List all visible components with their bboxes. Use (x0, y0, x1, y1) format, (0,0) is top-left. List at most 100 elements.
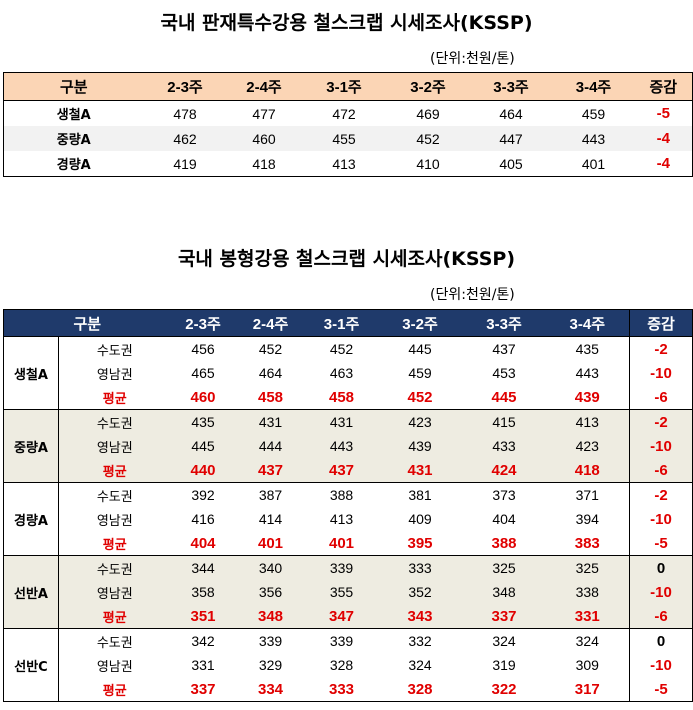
average-cell: 388 (462, 531, 546, 556)
price-cell: 405 (499, 155, 523, 172)
region-label: 수도권 (96, 635, 133, 651)
average-cell: 317 (545, 677, 630, 702)
average-cell: 458 (235, 385, 306, 410)
region-label: 영남권 (96, 513, 133, 529)
price-cell: 324 (492, 633, 516, 649)
price-cell: 445 (408, 341, 432, 357)
price-cell: 339 (258, 633, 283, 649)
table-row: 경량A 419 418 413 410 405 401 -4 (4, 151, 693, 177)
average-cell: 383 (545, 531, 630, 556)
price-cell: 319 (492, 657, 516, 673)
price-cell: 413 (332, 155, 356, 172)
table-row: 영남권 445 444 443 439 433 423 -10 (4, 434, 693, 458)
change-cell: 0 (629, 628, 693, 653)
price-cell: 331 (191, 657, 215, 673)
price-cell: 477 (252, 105, 276, 122)
price-cell: 415 (462, 409, 546, 434)
price-cell: 433 (462, 434, 546, 458)
table1-unit: (단위:천원/톤) (430, 51, 515, 67)
price-cell: 452 (329, 341, 354, 357)
table1-title: 국내 판재특수강용 철스크랩 시세조사(KSSP) (160, 12, 533, 34)
region-label: 평균 (58, 604, 171, 629)
price-cell: 464 (258, 365, 283, 381)
grade-group: 선반A 수도권 344 340 339 333 325 325 0 영남권 358 356 355 352… (3, 555, 693, 629)
price-cell: 469 (416, 105, 440, 122)
table-row: 생철A 478 477 472 469 464 459 -5 (4, 101, 693, 127)
change-cell: -2 (629, 336, 693, 361)
table-row: 평균 351 348 347 343 337 331 -6 (4, 604, 693, 629)
price-cell: 416 (191, 511, 215, 527)
price-cell: 463 (329, 365, 354, 381)
change-cell: -10 (629, 434, 693, 458)
change-cell: -10 (629, 361, 693, 385)
price-cell: 464 (499, 105, 523, 122)
table-row: 경량A 수도권 392 387 388 381 373 371 -2 (3, 482, 693, 556)
price-cell: 414 (258, 511, 283, 527)
price-cell: 455 (301, 126, 387, 151)
grade-label: 선반A (3, 555, 59, 629)
price-cell: 465 (191, 365, 215, 381)
price-cell: 456 (191, 341, 215, 357)
grade-group: 생철A 수도권 456 452 452 445 437 435 -2 영남권 465 464 463 45… (3, 336, 693, 410)
price-cell: 418 (252, 155, 276, 172)
table-row: 평균 337 334 333 328 322 317 -5 (4, 677, 693, 702)
region-label: 영남권 (58, 434, 171, 458)
price-cell: 324 (575, 633, 599, 649)
price-cell: 355 (305, 580, 378, 604)
price-cell: 423 (377, 409, 463, 434)
average-cell: 333 (305, 677, 378, 702)
price-cell: 358 (170, 580, 236, 604)
price-cell: 333 (377, 555, 463, 580)
table2-unit: (단위:천원/톤) (430, 287, 515, 303)
header-week: 2-3주 (170, 309, 236, 337)
average-cell: 401 (305, 531, 378, 556)
average-cell: 347 (305, 604, 378, 629)
price-cell: 413 (545, 409, 630, 434)
price-cell: 344 (170, 555, 236, 580)
average-cell: 401 (235, 531, 306, 556)
price-cell: 419 (173, 155, 197, 172)
price-cell: 437 (492, 341, 516, 357)
price-cell: 443 (552, 126, 635, 151)
table2-header-row: 구분 2-3주 2-4주 3-1주 3-2주 3-3주 3-4주 증감 (3, 309, 693, 337)
table-row: 영남권 331 329 328 324 319 309 -10 (4, 653, 693, 677)
table-row: 평균 460 458 458 452 445 439 -6 (4, 385, 693, 410)
grade-group: 선반C 수도권 342 339 339 332 324 324 0 영남권 331 329 328 324… (3, 628, 693, 702)
price-cell: 356 (235, 580, 306, 604)
grade-label: 경량A (3, 482, 59, 556)
price-cell: 348 (462, 580, 546, 604)
average-cell: 437 (305, 458, 378, 483)
header-category: 구분 (3, 309, 171, 337)
header-week: 2-4주 (235, 309, 306, 337)
change-cell: -4 (656, 155, 670, 172)
region-label: 수도권 (58, 555, 171, 580)
average-cell: 431 (377, 458, 463, 483)
price-cell: 435 (575, 341, 599, 357)
price-cell: 453 (492, 365, 516, 381)
table-row: 영남권 416 414 413 409 404 394 -10 (4, 507, 693, 531)
price-cell: 445 (170, 434, 236, 458)
header-week: 2-3주 (143, 72, 227, 101)
price-cell: 443 (305, 434, 378, 458)
price-cell: 460 (226, 126, 302, 151)
price-cell: 452 (386, 126, 470, 151)
price-cell: 444 (235, 434, 306, 458)
price-cell: 447 (469, 126, 553, 151)
average-cell: 351 (170, 604, 236, 629)
price-cell: 388 (329, 487, 354, 503)
region-label: 수도권 (96, 489, 133, 505)
price-cell: 472 (332, 105, 356, 122)
header-week: 3-1주 (301, 72, 387, 101)
table1-header-row: 구분 2-3주 2-4주 3-1주 3-2주 3-3주 3-4주 증감 (3, 72, 693, 101)
price-cell: 328 (329, 657, 354, 673)
price-cell: 339 (305, 555, 378, 580)
change-cell: -6 (629, 604, 693, 629)
price-cell: 459 (408, 365, 432, 381)
average-cell: 440 (170, 458, 236, 483)
price-cell: 329 (258, 657, 283, 673)
average-cell: 331 (545, 604, 630, 629)
change-cell: -4 (634, 126, 693, 151)
average-cell: 460 (170, 385, 236, 410)
price-cell: 431 (235, 409, 306, 434)
region-label: 영남권 (96, 659, 133, 675)
